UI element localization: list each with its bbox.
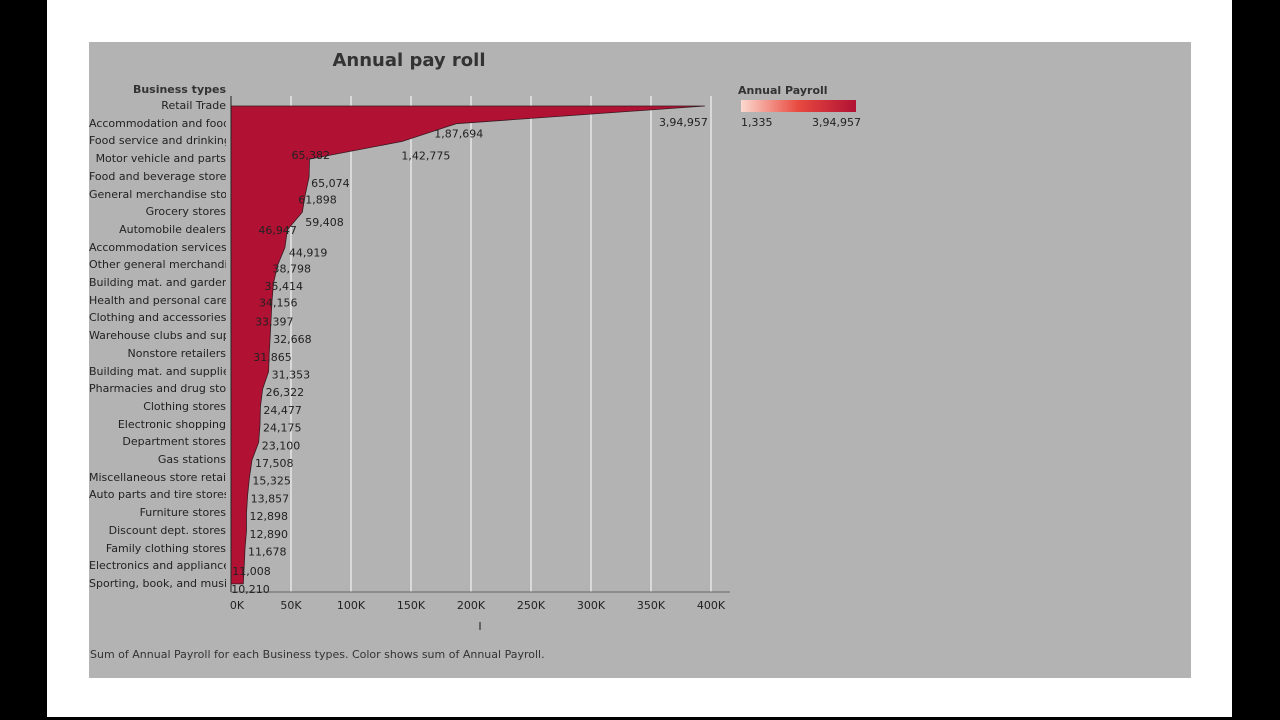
category-label: Grocery stores <box>145 205 226 219</box>
category-label: Auto parts and tire stores <box>89 488 226 502</box>
legend-min-label: 1,335 <box>741 116 773 129</box>
category-label: Sporting, book, and music.. <box>89 576 226 590</box>
data-label: 24,477 <box>263 404 302 417</box>
category-label: Nonstore retailers <box>127 346 226 360</box>
x-tick-label: 350K <box>637 599 666 612</box>
chart-title: Annual pay roll <box>332 50 486 71</box>
data-label: 13,857 <box>251 492 290 505</box>
area-series <box>231 105 705 585</box>
x-tick-label: 400K <box>697 599 726 612</box>
category-label: Miscellaneous store retail.. <box>89 470 226 484</box>
x-tick-label: 250K <box>517 599 546 612</box>
data-label: 11,008 <box>232 565 271 578</box>
data-label: 1,42,775 <box>401 149 450 162</box>
data-label: 10,210 <box>231 583 270 596</box>
data-label: 38,798 <box>273 262 312 275</box>
legend-title: Annual Payroll <box>738 84 828 97</box>
category-label: Family clothing stores <box>105 541 226 555</box>
category-label: Food and beverage stores <box>89 169 226 183</box>
data-label: 65,074 <box>311 177 350 190</box>
data-label: 61,898 <box>298 194 337 207</box>
category-label: Retail Trade <box>161 99 226 112</box>
data-label: 44,919 <box>289 247 328 260</box>
data-label: 46,947 <box>258 224 297 237</box>
category-label: Other general merchandis.. <box>89 258 226 272</box>
category-label: Warehouse clubs and sup.. <box>89 329 226 343</box>
x-tick-label: 0K <box>230 599 245 612</box>
category-label: Clothing stores <box>143 399 226 413</box>
category-axis-title: Business types <box>132 83 226 96</box>
plot-area <box>231 96 730 592</box>
data-label: 31,353 <box>272 369 311 382</box>
category-label: General merchandise stor.. <box>89 187 226 201</box>
category-label: Clothing and accessories s.. <box>89 311 226 325</box>
data-label: 11,678 <box>248 546 287 559</box>
data-label: 17,508 <box>255 457 293 470</box>
data-label: 32,668 <box>273 333 312 346</box>
category-label: Automobile dealers <box>119 222 226 236</box>
data-label: 59,408 <box>305 216 344 229</box>
x-tick-label: 50K <box>280 599 302 612</box>
chart-caption: Sum of Annual Payroll for each Business … <box>90 648 545 661</box>
data-label: 65,382 <box>291 149 330 162</box>
x-tick-label: 150K <box>397 599 426 612</box>
category-label: Furniture stores <box>139 506 226 520</box>
x-tick-label: 200K <box>457 599 486 612</box>
category-label: Pharmacies and drug stor.. <box>89 382 226 396</box>
x-tick-label: 100K <box>337 599 366 612</box>
category-label: Electronics and appliance .. <box>89 559 226 573</box>
category-label: Health and personal care .. <box>89 293 226 307</box>
data-label: 35,414 <box>264 280 303 293</box>
legend-max-label: 3,94,957 <box>812 116 861 129</box>
category-label: Discount dept. stores <box>108 523 226 537</box>
legend-color-ramp <box>741 100 856 112</box>
x-axis-title: I <box>478 620 481 633</box>
data-label: 33,397 <box>255 315 294 328</box>
category-label: Accommodation services <box>89 240 226 254</box>
data-label: 15,325 <box>252 475 291 488</box>
category-label: Food service and drinking .. <box>89 134 226 148</box>
category-label: Department stores <box>122 435 226 449</box>
data-label: 23,100 <box>262 439 301 452</box>
data-label: 1,87,694 <box>434 128 483 141</box>
x-tick-label: 300K <box>577 599 606 612</box>
data-label: 34,156 <box>259 297 298 310</box>
data-label: 3,94,957 <box>659 116 708 129</box>
category-label: Building mat. and garden .. <box>89 276 226 289</box>
category-label: Building mat. and supplie.. <box>89 364 226 378</box>
data-label: 12,890 <box>249 528 288 541</box>
category-label: Accommodation and food .. <box>89 116 226 130</box>
category-label: Motor vehicle and parts <box>95 152 226 166</box>
data-label: 26,322 <box>266 386 305 399</box>
data-label: 24,175 <box>263 422 302 435</box>
data-label: 31,865 <box>253 351 292 364</box>
data-label: 12,898 <box>249 510 288 523</box>
category-label: Electronic shopping <box>117 417 226 431</box>
category-label: Gas stations <box>157 453 226 466</box>
